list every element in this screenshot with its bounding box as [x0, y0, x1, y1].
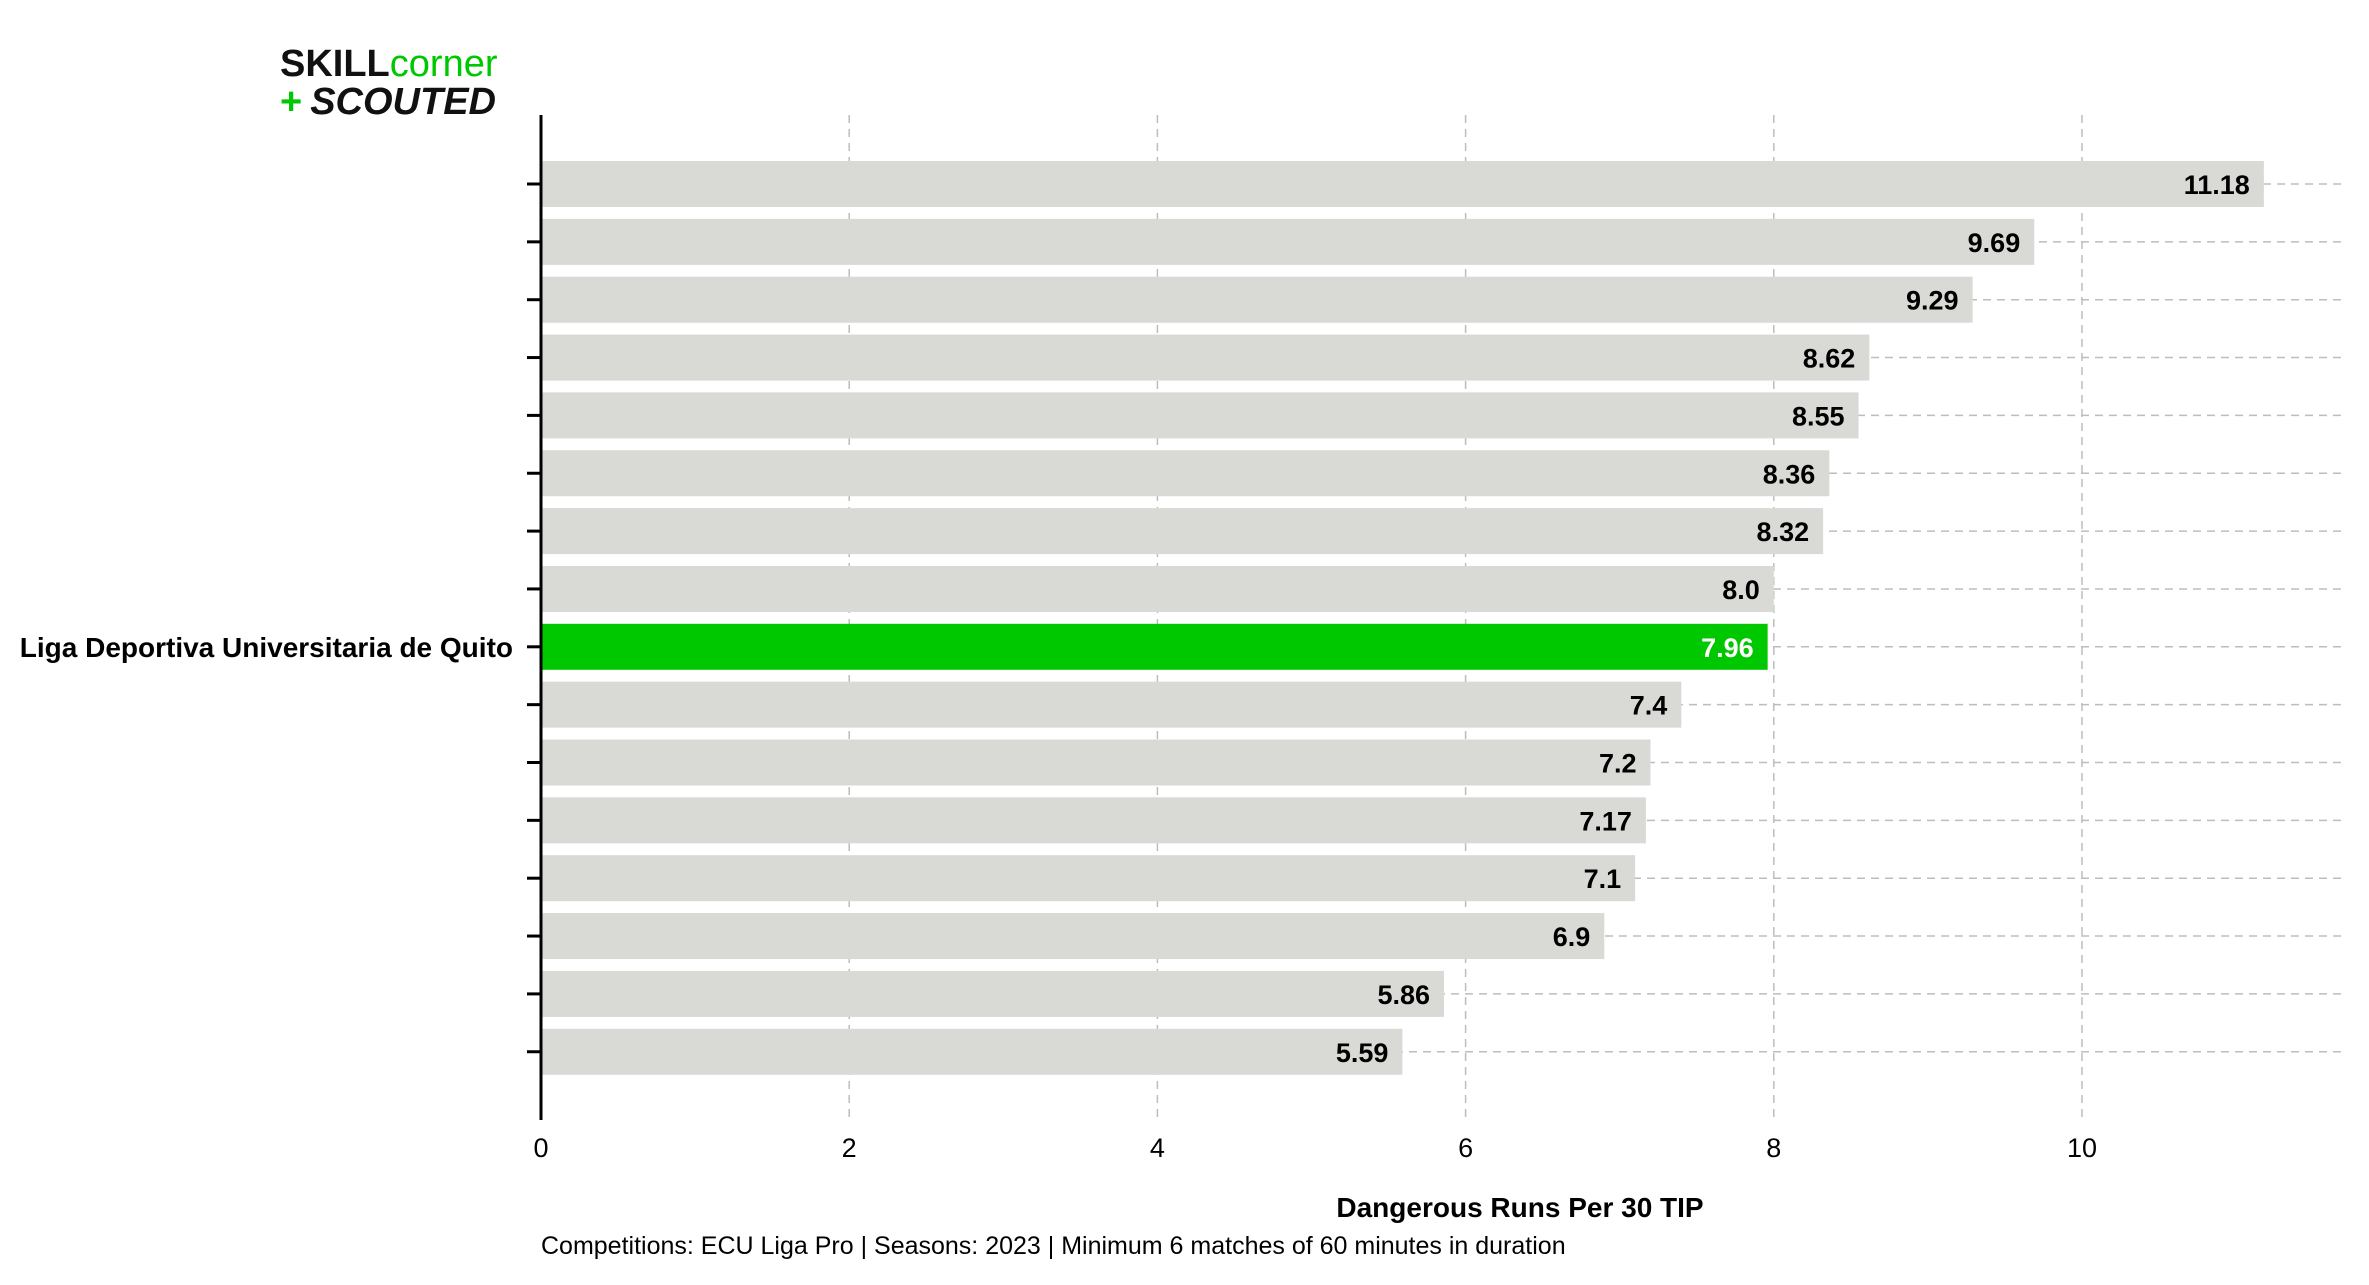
bar-value-label: 8.62	[1803, 344, 1856, 374]
x-tick-label: 0	[533, 1133, 548, 1163]
x-tick-label: 6	[1458, 1133, 1473, 1163]
bar-value-label: 8.55	[1792, 401, 1845, 431]
bar	[541, 681, 1682, 728]
bar	[541, 218, 2035, 265]
bar-value-label: 7.1	[1584, 864, 1622, 894]
grid	[541, 115, 2345, 1120]
bar-value-label: 9.29	[1906, 286, 1959, 316]
logo-plus-text: +	[280, 81, 302, 123]
logo-corner-text: corner	[390, 43, 498, 85]
bar	[541, 797, 1646, 844]
bar	[541, 276, 1973, 323]
logo-skill-text: SKILL	[280, 43, 390, 85]
bars	[541, 161, 2264, 1075]
bar-value-label: 11.18	[2184, 170, 2250, 200]
bar	[541, 565, 1774, 612]
footnote: Competitions: ECU Liga Pro | Seasons: 20…	[541, 1232, 1566, 1260]
svg-text:SKILLcorner: SKILLcorner	[280, 43, 498, 85]
x-tick-label: 2	[842, 1133, 857, 1163]
bar-value-label: 6.9	[1553, 922, 1591, 952]
bar-value-label: 7.4	[1630, 691, 1668, 721]
axes: 0 2 4 6 8 10 Liga Deportiva Universitaria de Q…	[20, 115, 2097, 1163]
bar-value-label: 8.0	[1722, 575, 1760, 605]
logo-scouted-text: SCOUTED	[310, 81, 496, 123]
x-tick-label: 8	[1766, 1133, 1781, 1163]
bar	[541, 970, 1445, 1017]
bar-value-label: 5.59	[1336, 1038, 1389, 1068]
bar	[541, 739, 1651, 786]
bar-value-label: 9.69	[1968, 228, 2021, 258]
category-label: Liga Deportiva Universitaria de Quito	[20, 632, 513, 663]
x-axis-label: Dangerous Runs Per 30 TIP	[1336, 1192, 1704, 1223]
bar-highlighted	[541, 623, 1768, 670]
x-tick-label: 10	[2067, 1133, 2097, 1163]
svg-text:+SCOUTED: + SCOUTED	[280, 81, 496, 123]
bar-value-label: 8.32	[1757, 517, 1810, 547]
bar	[541, 450, 1830, 497]
bar	[541, 392, 1859, 439]
skillcorner-scouted-logo: SKILLcorner + SCOUTED	[280, 43, 498, 123]
bar	[541, 161, 2264, 207]
bar-value-label: 8.36	[1763, 459, 1816, 489]
bar-value-label: 7.2	[1599, 749, 1637, 779]
x-tick-label: 4	[1150, 1133, 1165, 1163]
data-labels: 11.18 9.69 9.29 8.62 8.55 8.36 8.32 8.0 7.96 7.4 7…	[1336, 170, 2250, 1068]
bar	[541, 508, 1824, 555]
bar	[541, 913, 1605, 960]
bar-value-label: 7.17	[1579, 806, 1632, 836]
bar-value-label: 7.96	[1701, 633, 1754, 663]
bar	[541, 1028, 1403, 1075]
bar	[541, 855, 1636, 902]
bar-value-label: 5.86	[1377, 980, 1430, 1010]
bar	[541, 334, 1870, 381]
